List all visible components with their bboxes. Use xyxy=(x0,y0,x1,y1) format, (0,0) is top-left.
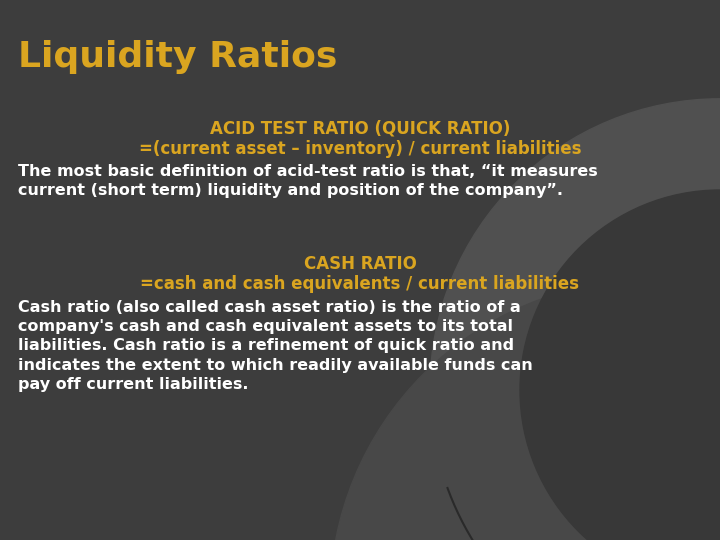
Text: =(current asset – inventory) / current liabilities: =(current asset – inventory) / current l… xyxy=(139,140,581,158)
Text: CASH RATIO: CASH RATIO xyxy=(304,255,416,273)
Circle shape xyxy=(520,190,720,540)
Text: Cash ratio (also called cash asset ratio) is the ratio of a
company's cash and c: Cash ratio (also called cash asset ratio… xyxy=(18,300,533,392)
Text: =cash and cash equivalents / current liabilities: =cash and cash equivalents / current lia… xyxy=(140,275,580,293)
Text: The most basic definition of acid-test ratio is that, “it measures
current (shor: The most basic definition of acid-test r… xyxy=(18,164,598,198)
Circle shape xyxy=(330,280,720,540)
Text: ACID TEST RATIO (QUICK RATIO): ACID TEST RATIO (QUICK RATIO) xyxy=(210,120,510,138)
Circle shape xyxy=(430,99,720,540)
Text: Liquidity Ratios: Liquidity Ratios xyxy=(18,40,338,74)
